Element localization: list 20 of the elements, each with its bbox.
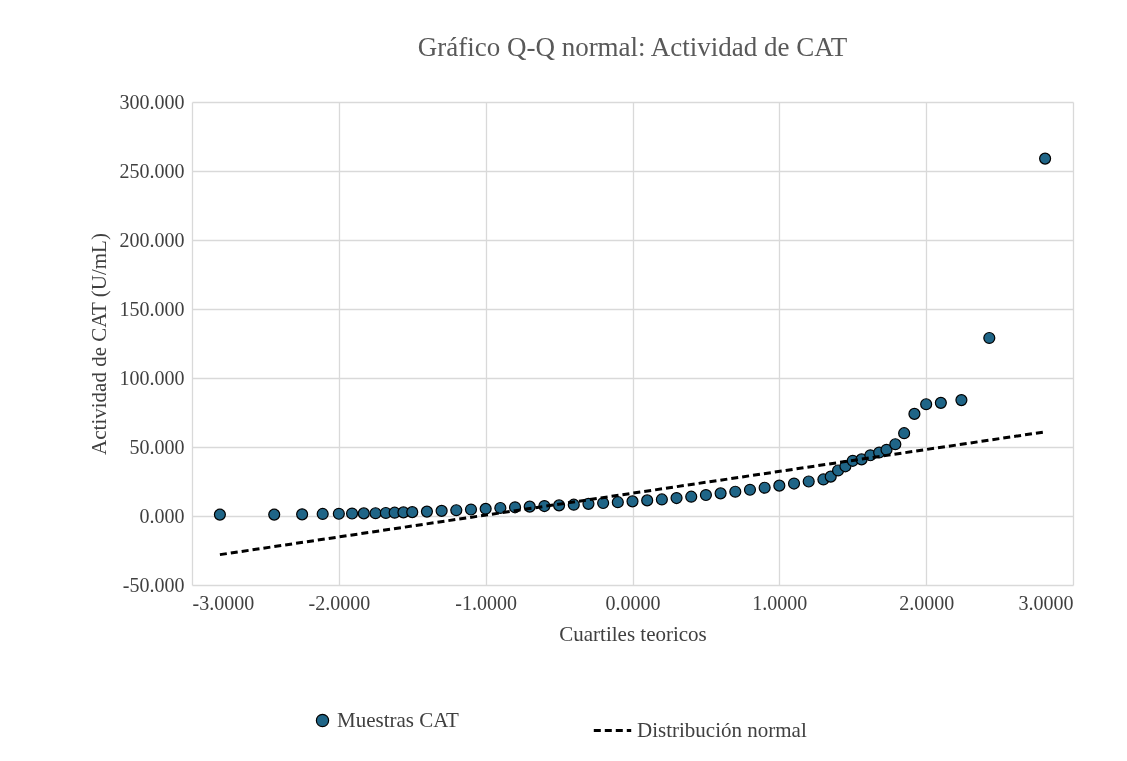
x-tick-label: -2.0000 xyxy=(308,591,371,614)
legend-label: Distribución normal xyxy=(637,717,807,742)
y-tick-label: 300.000 xyxy=(119,90,185,113)
y-tick-label: 100.000 xyxy=(119,366,185,389)
x-tick-label: -3.0000 xyxy=(192,591,255,614)
x-tick-label: -1.0000 xyxy=(455,591,517,614)
y-tick-label: 0.000 xyxy=(139,504,185,527)
x-tick-label: 2.0000 xyxy=(899,591,955,614)
x-tick-label: 3.0000 xyxy=(1018,591,1074,614)
y-tick-label: 200.000 xyxy=(119,228,185,251)
legend-label: Muestras CAT xyxy=(337,707,460,732)
x-axis-title: Cuartiles teoricos xyxy=(559,621,707,646)
x-tick-label: 0.0000 xyxy=(605,591,661,614)
y-tick-label: 50.000 xyxy=(129,435,185,458)
y-tick-label: -50.000 xyxy=(122,573,185,596)
x-tick-label: 1.0000 xyxy=(752,591,808,614)
y-tick-label: 250.000 xyxy=(119,159,185,182)
y-tick-label: 150.000 xyxy=(119,297,185,320)
chart-title: Gráfico Q-Q normal: Actividad de CAT xyxy=(417,32,848,62)
y-axis-title: Actividad de CAT (U/mL) xyxy=(86,233,111,455)
